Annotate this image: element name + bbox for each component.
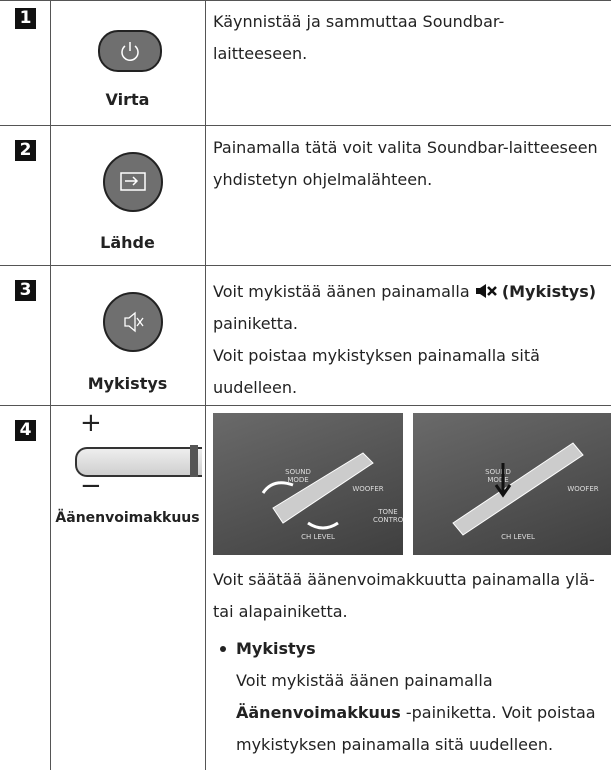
power-button xyxy=(98,30,162,72)
image-label: SOUND MODE xyxy=(485,468,511,484)
text-bold: Äänenvoimakkuus xyxy=(236,703,401,722)
image-label: WOOFER xyxy=(352,485,384,493)
rule xyxy=(0,405,611,406)
button-label: Äänenvoimakkuus xyxy=(55,510,200,526)
image-label: TONE CONTROL xyxy=(373,508,403,524)
image-label: CH LEVEL xyxy=(501,533,535,541)
rule xyxy=(205,0,206,770)
description: Painamalla tätä voit valita Soundbar-lai… xyxy=(213,138,598,189)
bullet-title: Mykistys xyxy=(236,639,316,658)
row-number: 2 xyxy=(15,140,36,161)
row-number: 3 xyxy=(15,280,36,301)
image-label: CH LEVEL xyxy=(301,533,335,541)
text: -painiketta. Voit poistaa mykistyksen pa… xyxy=(236,703,596,754)
volume-edge xyxy=(190,445,198,477)
button-label: Mykistys xyxy=(87,374,168,393)
mute-button xyxy=(103,292,163,352)
button-label: Virta xyxy=(105,90,150,109)
minus-sign: − xyxy=(80,471,102,501)
text: Voit mykistää äänen painamalla xyxy=(213,282,470,301)
row-number: 4 xyxy=(15,420,36,441)
text: Voit mykistää äänen painamalla xyxy=(236,671,493,690)
image-label: WOOFER xyxy=(567,485,599,493)
rule xyxy=(0,0,611,1)
rule xyxy=(0,125,611,126)
description: Voit säätää äänenvoimakkuutta painamalla… xyxy=(213,570,595,621)
text-bold: (Mykistys) xyxy=(501,282,597,301)
rule xyxy=(50,0,51,770)
row-number: 1 xyxy=(15,8,36,29)
plus-sign: + xyxy=(80,408,102,438)
remote-image: SOUND MODE WOOFER TONE CONTROL CH LEVEL xyxy=(213,413,403,555)
description: Voit mykistää äänen painamalla (Mykistys… xyxy=(213,276,598,404)
text: painiketta. xyxy=(213,314,298,333)
rule xyxy=(0,265,611,266)
image-label: SOUND MODE xyxy=(285,468,311,484)
mute-icon xyxy=(475,284,497,298)
remote-image: SOUND MODE WOOFER CH LEVEL xyxy=(413,413,611,555)
button-label: Lähde xyxy=(100,233,155,252)
description: Käynnistää ja sammuttaa Soundbar-laittee… xyxy=(213,12,505,63)
bullet-text: Mykistys Voit mykistää äänen painamalla … xyxy=(236,633,606,761)
text: Voit poistaa mykistyksen painamalla sitä… xyxy=(213,346,540,397)
volume-button xyxy=(75,447,202,477)
bullet xyxy=(220,646,226,652)
source-button xyxy=(103,152,163,212)
